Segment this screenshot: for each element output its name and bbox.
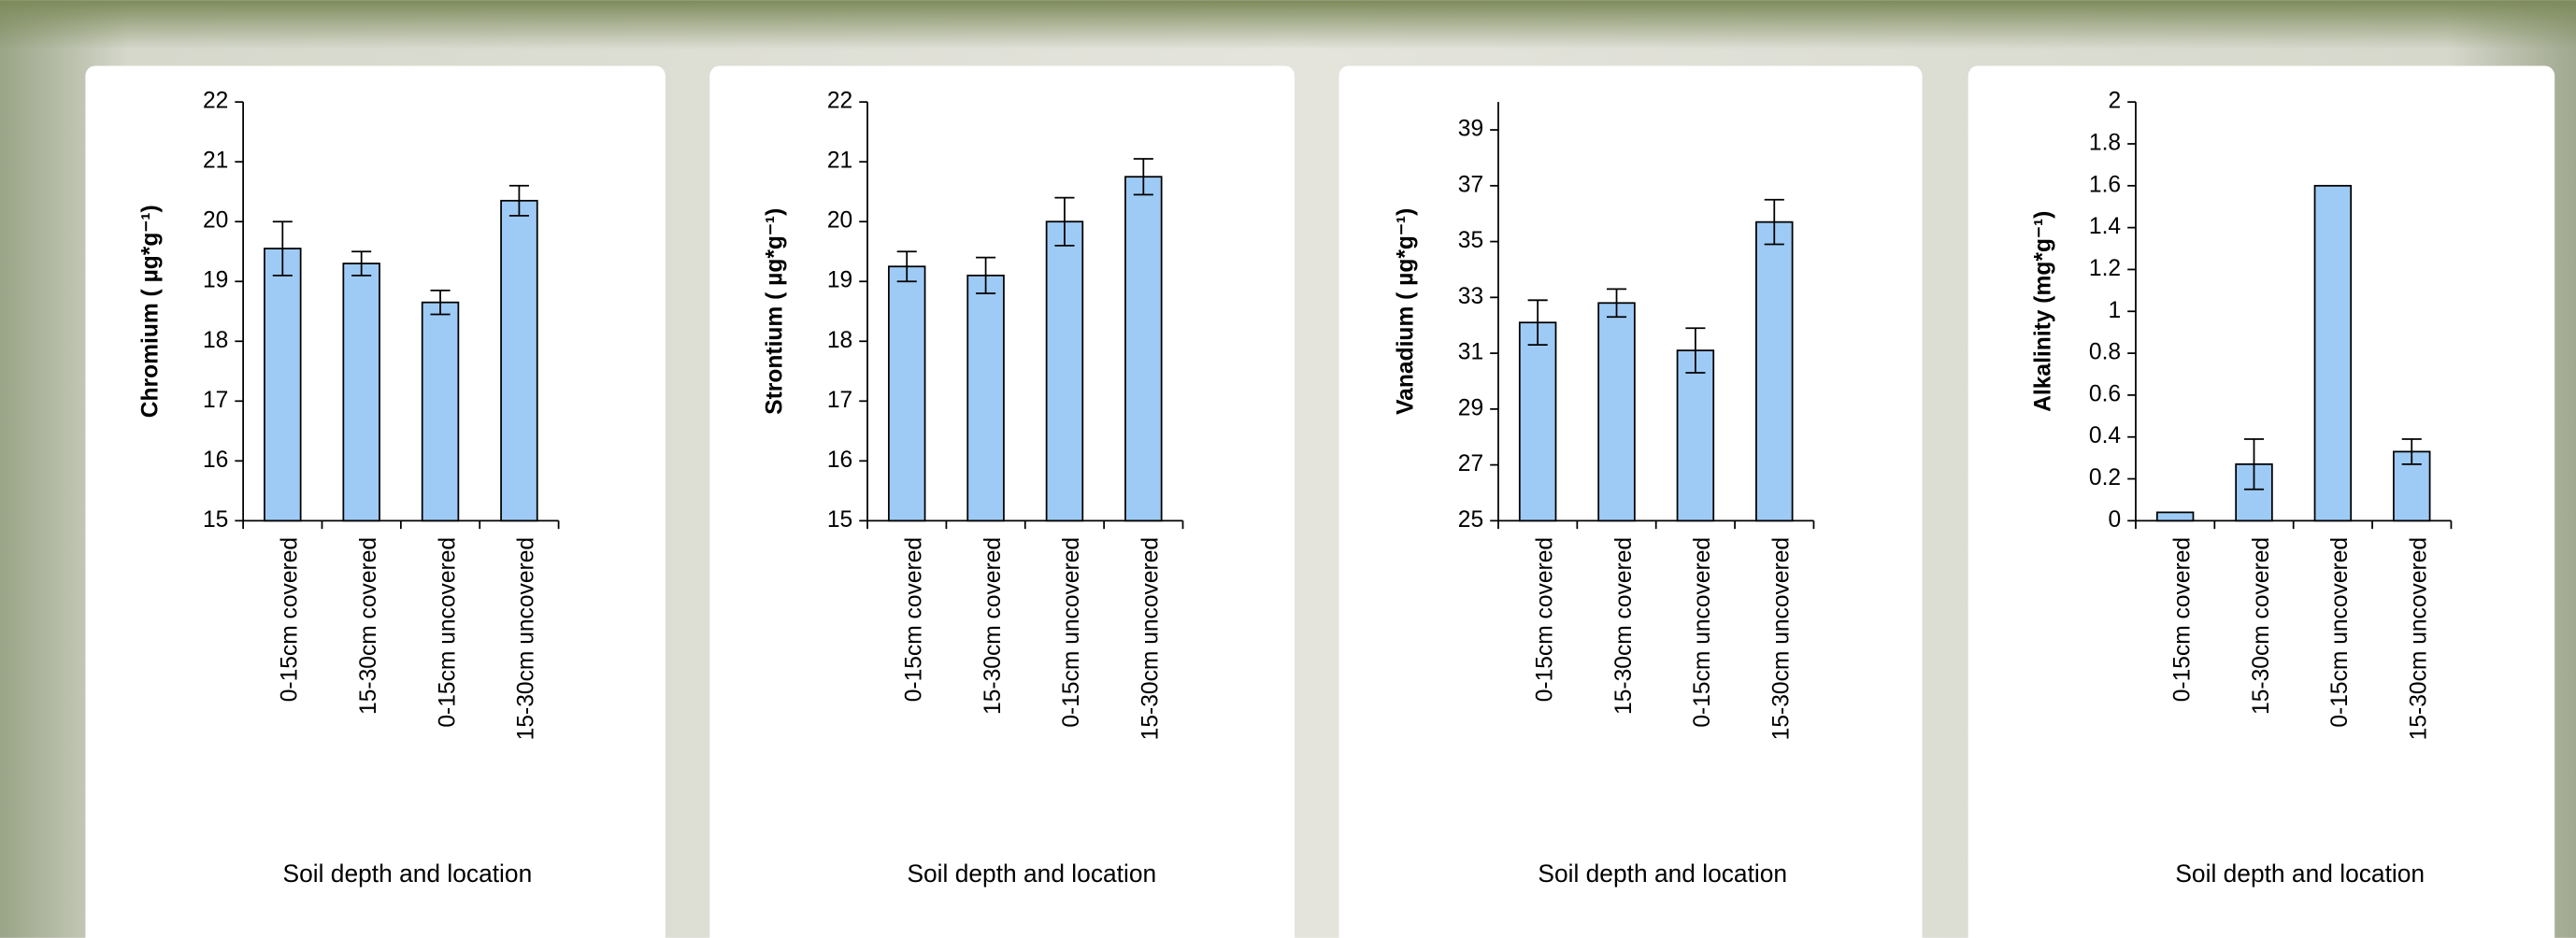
y-tick-label: 16 bbox=[203, 448, 228, 473]
x-tick-label: 15-30cm covered bbox=[2249, 537, 2274, 715]
error-bar bbox=[1606, 288, 1627, 319]
error-bar bbox=[1527, 299, 1548, 347]
error-bar bbox=[2401, 438, 2422, 465]
y-tick-label: 16 bbox=[827, 448, 852, 473]
x-axis-label: Soil depth and location bbox=[283, 860, 533, 888]
x-tick-label: 0-15cm covered bbox=[902, 537, 927, 702]
bar bbox=[1597, 302, 1636, 522]
x-axis-label: Soil depth and location bbox=[1538, 860, 1787, 888]
bar bbox=[2155, 511, 2195, 522]
bar bbox=[342, 263, 380, 522]
bar bbox=[888, 265, 926, 522]
y-tick-label: 1.2 bbox=[2089, 256, 2121, 281]
y-axis-label: Chromium ( µg*g⁻¹) bbox=[138, 205, 164, 418]
error-bar bbox=[508, 184, 529, 217]
y-tick-label: 15 bbox=[203, 507, 228, 533]
y-tick-label: 39 bbox=[1458, 117, 1483, 142]
y-tick-label: 37 bbox=[1458, 172, 1483, 197]
x-axis-label: Soil depth and location bbox=[907, 860, 1156, 888]
y-tick-label: 17 bbox=[203, 388, 228, 413]
bar bbox=[1755, 220, 1794, 522]
bar bbox=[1124, 176, 1163, 522]
y-tick-label: 21 bbox=[827, 149, 852, 174]
y-tick-label: 2 bbox=[2108, 89, 2121, 114]
bar bbox=[500, 199, 538, 522]
y-tick-label: 20 bbox=[203, 208, 228, 234]
x-tick-label: 0-15cm uncovered bbox=[435, 537, 460, 728]
x-tick-label: 15-30cm covered bbox=[356, 537, 381, 715]
y-axis-label: Alkalinity (mg*g⁻¹) bbox=[2031, 211, 2056, 412]
y-tick-label: 22 bbox=[203, 89, 228, 114]
y-tick-label: 25 bbox=[1458, 507, 1483, 533]
y-tick-label: 29 bbox=[1458, 395, 1483, 420]
error-bar bbox=[1054, 196, 1075, 247]
x-tick-label: 15-30cm uncovered bbox=[1138, 537, 1164, 740]
y-tick-label: 0.8 bbox=[2089, 340, 2121, 365]
bar bbox=[1518, 321, 1557, 522]
bar bbox=[966, 274, 1005, 522]
error-bar bbox=[976, 256, 996, 294]
y-axis-label: Vanadium ( µg*g⁻¹) bbox=[1394, 208, 1419, 415]
y-tick-label: 19 bbox=[203, 268, 228, 293]
error-bar bbox=[351, 250, 372, 277]
x-tick-label: 0-15cm covered bbox=[1532, 537, 1557, 702]
x-tick-label: 0-15cm covered bbox=[278, 537, 303, 702]
error-bar bbox=[896, 250, 917, 283]
error-bar bbox=[1764, 198, 1784, 246]
y-tick-label: 0.4 bbox=[2089, 423, 2121, 448]
y-tick-label: 20 bbox=[827, 208, 852, 234]
x-tick-label: 15-30cm uncovered bbox=[514, 537, 539, 740]
x-tick-label: 0-15cm uncovered bbox=[1690, 537, 1715, 728]
y-axis-label: Strontium ( µg*g⁻¹) bbox=[763, 208, 788, 415]
y-tick-label: 35 bbox=[1458, 228, 1483, 253]
bar bbox=[2313, 184, 2353, 522]
x-tick-label: 15-30cm covered bbox=[1611, 537, 1637, 715]
y-tick-label: 17 bbox=[827, 388, 852, 413]
y-tick-label: 31 bbox=[1458, 340, 1483, 365]
y-tick-label: 0.6 bbox=[2089, 381, 2121, 406]
bar bbox=[264, 248, 302, 522]
y-tick-label: 22 bbox=[827, 89, 852, 114]
y-tick-label: 0 bbox=[2108, 507, 2121, 533]
x-tick-label: 0-15cm uncovered bbox=[1059, 537, 1084, 728]
x-axis-label: Soil depth and location bbox=[2175, 860, 2425, 888]
error-bar bbox=[1133, 158, 1153, 196]
y-tick-label: 18 bbox=[203, 328, 228, 353]
error-bar bbox=[1685, 327, 1706, 374]
y-tick-label: 0.2 bbox=[2089, 465, 2121, 490]
y-tick-label: 1.6 bbox=[2089, 172, 2121, 197]
x-tick-label: 0-15cm covered bbox=[2169, 537, 2195, 702]
x-tick-label: 15-30cm uncovered bbox=[2407, 537, 2432, 740]
x-tick-label: 15-30cm uncovered bbox=[1769, 537, 1795, 740]
y-tick-label: 21 bbox=[203, 149, 228, 174]
error-bar bbox=[272, 220, 293, 277]
y-tick-label: 18 bbox=[827, 328, 852, 353]
bar bbox=[1676, 349, 1715, 522]
x-tick-label: 0-15cm uncovered bbox=[2327, 537, 2353, 728]
y-tick-label: 33 bbox=[1458, 284, 1483, 309]
y-tick-label: 15 bbox=[827, 507, 852, 533]
y-tick-label: 1 bbox=[2108, 298, 2121, 323]
y-tick-label: 19 bbox=[827, 268, 852, 293]
background-top bbox=[0, 0, 2576, 50]
bar bbox=[1045, 220, 1084, 522]
y-tick-label: 1.4 bbox=[2089, 214, 2121, 239]
y-tick-label: 1.8 bbox=[2089, 130, 2121, 155]
error-bar bbox=[2243, 438, 2265, 490]
x-tick-label: 15-30cm covered bbox=[980, 537, 1006, 715]
bar bbox=[421, 301, 460, 522]
y-tick-label: 27 bbox=[1458, 451, 1483, 476]
error-bar bbox=[430, 289, 451, 316]
